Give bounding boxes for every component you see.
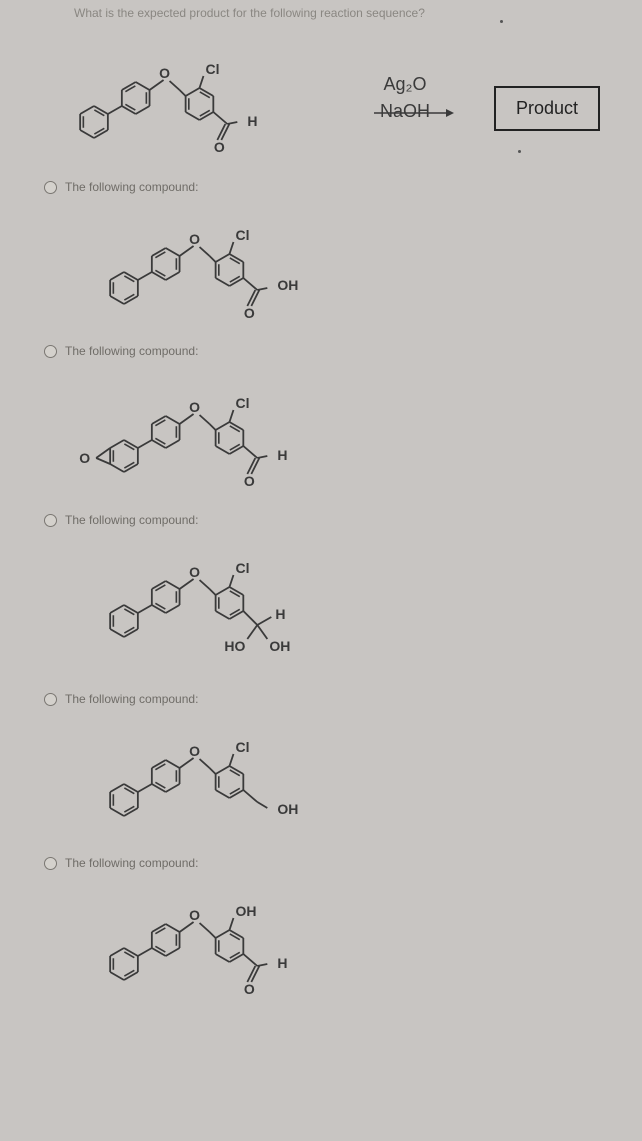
svg-text:O: O — [244, 305, 255, 321]
svg-text:H: H — [277, 447, 287, 463]
option-d-structure: O Cl OH — [74, 702, 454, 852]
svg-text:O: O — [189, 564, 200, 580]
option-b-structure: O O Cl O H — [74, 354, 454, 509]
option-label: The following compound: — [65, 692, 198, 706]
svg-text:H: H — [247, 113, 257, 129]
svg-text:H: H — [277, 955, 287, 971]
product-box: Product — [494, 86, 600, 131]
question-text: What is the expected product for the fol… — [74, 6, 632, 20]
svg-text:O: O — [189, 907, 200, 923]
option-label: The following compound: — [65, 856, 198, 870]
svg-text:Cl: Cl — [235, 560, 249, 576]
svg-text:Cl: Cl — [205, 61, 219, 77]
reaction-scheme: OClOH Ag₂O NaOH Product — [74, 24, 632, 174]
svg-text:O: O — [189, 231, 200, 247]
option-e-structure: OOHOH — [74, 866, 454, 1021]
radio-icon[interactable] — [44, 693, 57, 706]
radio-icon[interactable] — [44, 514, 57, 527]
svg-text:O: O — [189, 399, 200, 415]
option-label: The following compound: — [65, 513, 198, 527]
svg-text:OH: OH — [277, 801, 298, 817]
option-e[interactable]: The following compound: OOHOH — [74, 856, 632, 1021]
option-c[interactable]: The following compound: OClHHOOH — [74, 513, 632, 688]
svg-text:Cl: Cl — [235, 739, 249, 755]
reagent-1: Ag₂O — [380, 74, 430, 95]
option-c-structure: O Cl H HO OH — [74, 523, 454, 688]
reaction-arrow — [374, 106, 454, 107]
svg-text:O: O — [189, 743, 200, 759]
speck — [500, 20, 503, 23]
svg-text:Cl: Cl — [235, 395, 249, 411]
option-d[interactable]: The following compound: OClOH — [74, 692, 632, 852]
radio-icon[interactable] — [44, 345, 57, 358]
option-b[interactable]: The following compound: OOClOH — [74, 344, 632, 509]
svg-text:OH: OH — [269, 638, 290, 654]
svg-text:H: H — [275, 606, 285, 622]
option-a[interactable]: The following compound: OClOOH — [74, 180, 632, 340]
svg-text:HO: HO — [224, 638, 245, 654]
option-label: The following compound: — [65, 344, 198, 358]
svg-text:O: O — [79, 450, 90, 466]
svg-text:O: O — [214, 139, 225, 155]
svg-text:Cl: Cl — [235, 227, 249, 243]
radio-icon[interactable] — [44, 857, 57, 870]
svg-text:O: O — [244, 981, 255, 997]
svg-text:O: O — [159, 65, 170, 81]
svg-text:O: O — [244, 473, 255, 489]
speck — [518, 150, 521, 153]
svg-text:OH: OH — [277, 277, 298, 293]
starting-material: O Cl O H — [44, 24, 394, 184]
svg-text:OH: OH — [235, 903, 256, 919]
option-a-structure: O Cl O OH — [74, 190, 454, 340]
